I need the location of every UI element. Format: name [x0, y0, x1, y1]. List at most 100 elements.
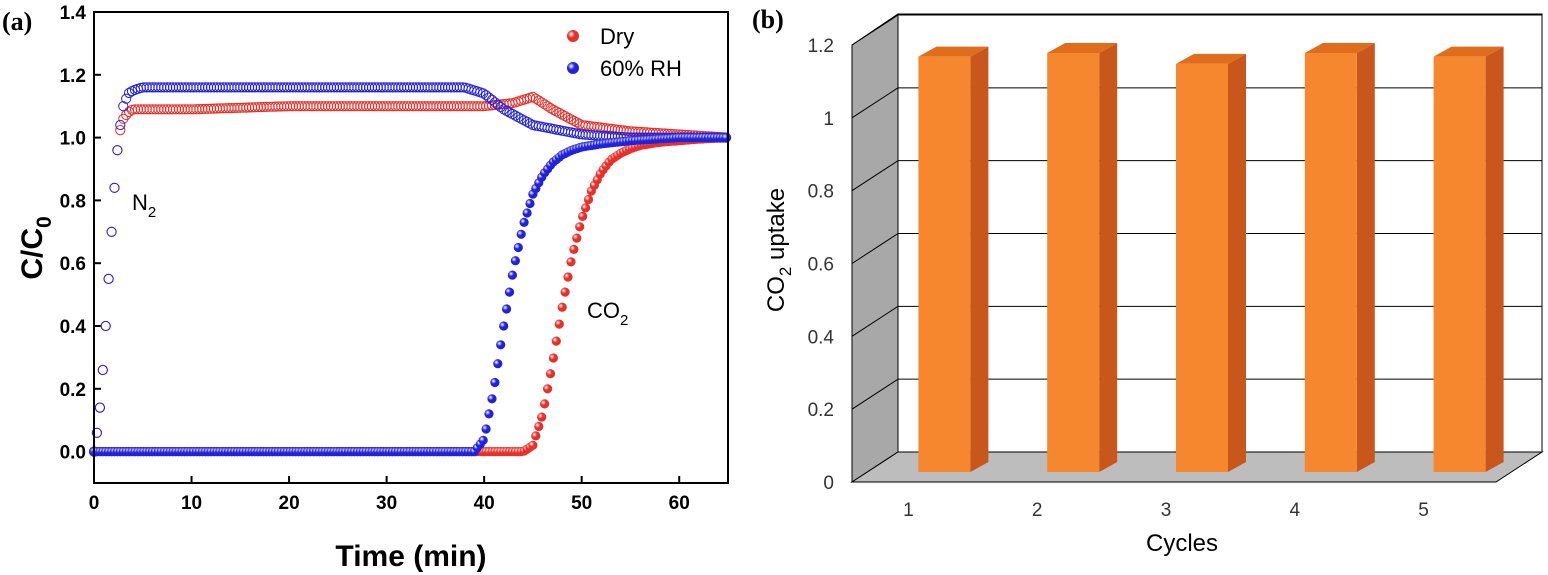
x-tick-label: 4: [1290, 500, 1301, 521]
side-gridline: [851, 14, 899, 46]
data-point: [575, 222, 585, 232]
data-point: [507, 270, 517, 280]
bar-cycle-1: [918, 46, 989, 473]
side-gridline: [851, 305, 899, 337]
data-point: [566, 257, 576, 267]
data-point: [364, 101, 375, 112]
data-point: [115, 125, 126, 136]
panel-a-x-axis-title: Time (min): [335, 540, 486, 573]
bar-front: [1433, 56, 1486, 473]
data-point: [490, 377, 500, 388]
annotation-co2: CO2: [587, 298, 628, 329]
data-point: [551, 106, 562, 117]
panel-b: (b) 00.20.40.60.811.21 2 3 4 5 Cycles CO2 up…: [752, 5, 1544, 557]
data-point: [543, 384, 553, 394]
x-tick-label: 20: [279, 493, 300, 514]
data-point: [531, 431, 541, 441]
bar-cycle-4: [1304, 43, 1375, 472]
bar-top: [918, 46, 989, 57]
data-point: [109, 182, 120, 193]
data-point: [504, 107, 515, 118]
data-point: [118, 113, 129, 124]
data-point: [498, 104, 509, 115]
x-tick-label: 5: [1418, 500, 1429, 521]
data-point: [121, 93, 132, 104]
bar-front: [918, 56, 971, 473]
panel-a-data-points: [88, 82, 732, 457]
bar-side: [970, 46, 989, 473]
panel-b-bars: [918, 43, 1504, 473]
data-point: [569, 244, 579, 254]
panel-b-label: (b): [752, 5, 784, 34]
data-point: [537, 412, 547, 422]
data-point: [527, 91, 539, 102]
legend-label-dry: Dry: [600, 24, 634, 49]
data-point: [285, 82, 296, 93]
side-gridline: [851, 233, 899, 264]
data-point: [539, 99, 550, 110]
panel-a-ticks: 0 10 20 30 40 50 60 0.0 0.2 0.4 0.6 0.8 1.0 1.2 1.4: [60, 3, 690, 514]
bar-side: [1099, 43, 1118, 472]
data-point: [528, 440, 538, 450]
bar-top: [1176, 53, 1246, 64]
data-point: [578, 211, 588, 221]
data-point: [560, 111, 571, 122]
annotation-n2: N2: [132, 190, 156, 221]
data-point: [519, 217, 529, 227]
y-tick-label: 0.4: [60, 317, 87, 338]
data-point: [565, 114, 577, 125]
y-tick-label: 1.0: [60, 129, 86, 150]
bar-top: [1433, 46, 1504, 57]
data-point: [554, 319, 564, 329]
x-tick-label: 30: [376, 493, 397, 514]
data-point: [478, 435, 488, 445]
data-point: [507, 108, 518, 120]
data-point: [495, 101, 506, 113]
bar-front: [1047, 53, 1100, 472]
y-tick-label: 0.4: [808, 327, 835, 348]
bar-cycle-5: [1433, 46, 1504, 473]
data-point: [557, 109, 568, 120]
panel-b-y-axis-title-main: CO: [763, 276, 790, 312]
y-tick-label: 1: [823, 109, 834, 130]
panel-b-y-axis-title-sub: 2: [776, 267, 795, 276]
series-dry-co2: [89, 133, 731, 457]
data-point: [522, 116, 533, 128]
data-point: [443, 82, 454, 93]
panel-a-plot-frame: [93, 11, 729, 484]
data-point: [557, 302, 567, 312]
data-point: [486, 94, 498, 106]
data-point: [568, 115, 580, 127]
panel-a-y-axis-title-sub: 0: [33, 216, 56, 228]
data-point: [320, 101, 331, 112]
bar-cycle-2: [1047, 43, 1118, 472]
panel-a-y-axis-title: C/C0: [16, 216, 56, 279]
data-point: [504, 287, 515, 297]
x-tick-label: 60: [669, 493, 690, 514]
data-point: [581, 203, 591, 213]
x-tick-label: 0: [89, 493, 100, 514]
panel-a: (a) 0 10 20 30 40 50 600.00.20.40.60.81.01.21.…: [2, 3, 732, 573]
data-point: [481, 90, 492, 101]
data-point: [419, 82, 430, 93]
side-gridline: [851, 160, 899, 192]
data-point: [540, 399, 550, 409]
y-tick-label: 0.6: [808, 255, 834, 276]
data-point: [516, 229, 526, 239]
svg-text:CO2 uptake: CO2 uptake: [763, 188, 795, 312]
data-point: [493, 359, 503, 369]
legend-label-rh: 60% RH: [600, 56, 682, 81]
data-point: [115, 119, 126, 131]
data-point: [496, 340, 506, 350]
x-tick-label: 40: [474, 493, 495, 514]
panel-a-label: (a): [2, 7, 32, 36]
data-point: [571, 117, 582, 128]
y-tick-label: 1.2: [60, 66, 86, 87]
data-point: [519, 115, 530, 126]
data-point: [721, 133, 731, 143]
data-point: [499, 321, 509, 331]
data-point: [285, 101, 296, 112]
data-point: [548, 104, 559, 116]
data-point: [516, 113, 527, 124]
